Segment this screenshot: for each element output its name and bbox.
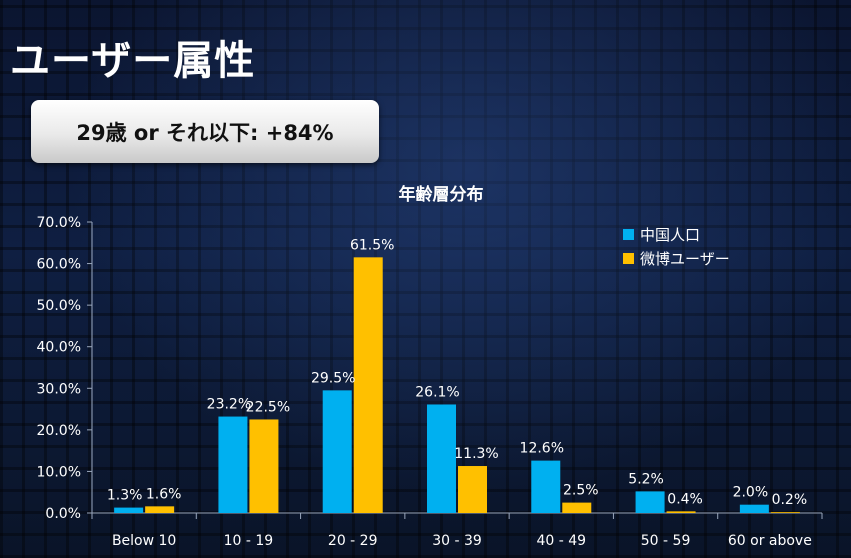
legend-label: 中国人口 (640, 226, 700, 244)
data-label: 1.6% (146, 486, 182, 502)
data-label: 11.3% (454, 446, 498, 462)
data-label: 2.5% (563, 483, 599, 499)
bar-china-population (531, 460, 561, 513)
y-tick-label: 30.0% (37, 381, 81, 397)
bar-china-population (739, 504, 769, 513)
headline-box: 29歳 or それ以下: +84% (31, 100, 379, 163)
data-label: 1.3% (107, 488, 143, 504)
y-tick-label: 10.0% (37, 464, 81, 480)
chart-title: 年齢層分布 (399, 184, 484, 205)
data-label: 26.1% (415, 384, 459, 400)
y-tick-label: 50.0% (37, 298, 81, 314)
y-tick-label: 60.0% (37, 257, 81, 273)
bar-weibo-users (666, 511, 696, 513)
bar-weibo-users (353, 257, 383, 513)
bar-china-population (427, 404, 456, 513)
legend-swatch (623, 229, 634, 240)
data-label: 22.5% (246, 399, 290, 415)
bar-china-population (322, 390, 352, 513)
bar-weibo-users (458, 466, 487, 513)
x-tick-label: 60 or above (728, 533, 812, 549)
x-tick-label: 40 - 49 (536, 533, 586, 549)
data-label: 5.2% (628, 471, 664, 487)
headline-text: 29歳 or それ以下: +84% (76, 120, 334, 145)
data-label: 0.4% (667, 491, 703, 507)
data-label: 29.5% (311, 370, 355, 386)
x-tick-label: Below 10 (112, 533, 176, 549)
x-tick-label: 50 - 59 (641, 533, 691, 549)
y-tick-label: 40.0% (37, 340, 81, 356)
x-tick-label: 30 - 39 (432, 533, 482, 549)
data-label: 2.0% (733, 485, 769, 501)
bar-china-population (114, 507, 144, 513)
bar-weibo-users (562, 502, 592, 513)
legend-label: 微博ユーザー (640, 250, 730, 268)
x-tick-label: 10 - 19 (224, 533, 274, 549)
x-tick-label: 20 - 29 (328, 533, 378, 549)
page-title: ユーザー属性 (10, 38, 256, 84)
bar-weibo-users (770, 512, 800, 513)
y-tick-label: 20.0% (37, 423, 81, 439)
data-label: 61.5% (350, 237, 394, 253)
bar-china-population (635, 491, 665, 513)
data-label: 23.2% (207, 397, 251, 413)
data-label: 12.6% (520, 441, 564, 457)
data-label: 0.2% (772, 492, 808, 508)
y-tick-label: 0.0% (45, 506, 81, 522)
legend-swatch (623, 253, 634, 264)
bar-china-population (218, 416, 248, 513)
y-tick-label: 70.0% (37, 215, 81, 231)
bar-weibo-users (249, 419, 279, 513)
bar-weibo-users (145, 506, 175, 513)
